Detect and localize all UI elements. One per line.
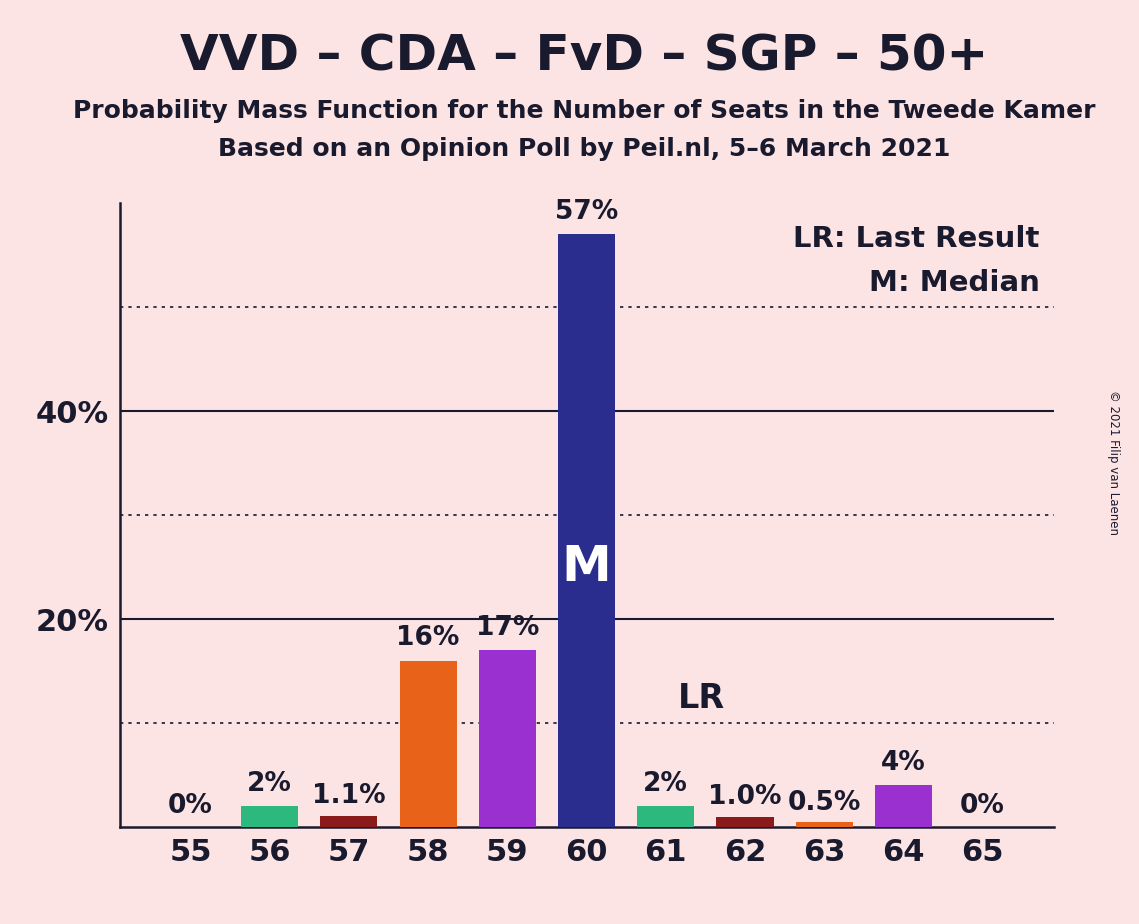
Bar — [875, 785, 932, 827]
Text: 2%: 2% — [247, 771, 293, 796]
Bar — [241, 806, 298, 827]
Bar — [320, 816, 377, 827]
Text: VVD – CDA – FvD – SGP – 50+: VVD – CDA – FvD – SGP – 50+ — [180, 32, 989, 80]
Bar — [558, 235, 615, 827]
Text: 17%: 17% — [476, 614, 539, 641]
Text: M: M — [562, 543, 612, 591]
Text: © 2021 Filip van Laenen: © 2021 Filip van Laenen — [1107, 390, 1121, 534]
Text: Probability Mass Function for the Number of Seats in the Tweede Kamer: Probability Mass Function for the Number… — [73, 99, 1096, 123]
Text: 57%: 57% — [555, 199, 618, 225]
Bar — [478, 650, 535, 827]
Text: 4%: 4% — [882, 750, 926, 776]
Text: 2%: 2% — [644, 771, 688, 796]
Bar — [400, 661, 457, 827]
Bar — [796, 821, 853, 827]
Text: Based on an Opinion Poll by Peil.nl, 5–6 March 2021: Based on an Opinion Poll by Peil.nl, 5–6… — [219, 137, 950, 161]
Text: LR: Last Result: LR: Last Result — [793, 225, 1040, 253]
Text: 0%: 0% — [169, 793, 213, 819]
Text: 16%: 16% — [396, 626, 460, 651]
Text: LR: LR — [678, 682, 724, 715]
Text: 1.1%: 1.1% — [312, 784, 386, 809]
Text: M: Median: M: Median — [869, 269, 1040, 297]
Text: 1.0%: 1.0% — [708, 784, 781, 810]
Text: 0%: 0% — [960, 793, 1005, 819]
Text: 0.5%: 0.5% — [787, 789, 861, 816]
Bar — [716, 817, 773, 827]
Bar — [638, 806, 695, 827]
